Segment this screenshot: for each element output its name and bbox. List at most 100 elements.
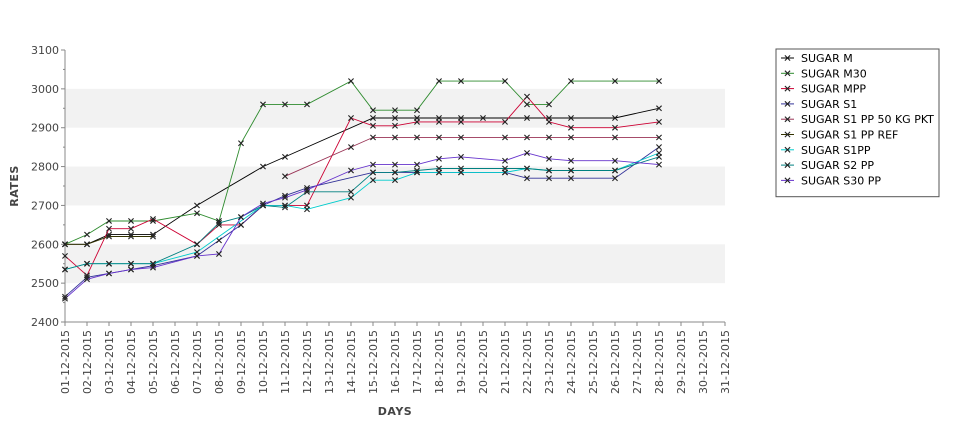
data-point (216, 251, 222, 257)
data-point (260, 202, 266, 209)
data-point (502, 157, 508, 164)
data-point (568, 115, 574, 121)
legend-item: SUGAR S30 PP (781, 174, 881, 187)
y-tick-label: 3000 (31, 83, 59, 96)
x-tick-label: 02-12-2015 (81, 330, 94, 394)
data-point (370, 134, 376, 141)
legend-label: SUGAR S2 PP (801, 159, 874, 172)
x-tick-label: 04-12-2015 (125, 330, 138, 394)
series-line (64, 146, 660, 298)
data-point (128, 233, 134, 240)
x-tick-label: 11-12-2015 (279, 330, 292, 394)
data-point (370, 169, 376, 176)
x-tick-label: 03-12-2015 (103, 330, 116, 394)
x-tick-label: 05-12-2015 (147, 330, 160, 394)
data-point (150, 233, 156, 240)
legend-label: SUGAR M (801, 52, 853, 65)
data-point (392, 107, 398, 114)
data-point (784, 177, 791, 184)
x-tick-label: 10-12-2015 (257, 330, 270, 394)
data-point (84, 241, 90, 248)
data-point (260, 163, 266, 170)
legend-item: SUGAR MPP (781, 83, 866, 96)
grid-band (65, 88, 725, 128)
data-point (502, 78, 508, 85)
series-sugar-s2-pp (62, 153, 662, 273)
data-point (612, 78, 618, 85)
y-tick-label: 2700 (31, 199, 59, 212)
data-point (436, 78, 442, 85)
data-point (62, 293, 68, 300)
data-point (784, 162, 791, 169)
data-point (784, 70, 791, 77)
data-point (392, 115, 398, 121)
data-point (568, 134, 574, 141)
data-point (656, 161, 662, 168)
data-point (458, 118, 464, 125)
x-axis: 01-12-2015 02-12-2015 03-12-2015 04-12-2015… (59, 321, 732, 394)
data-point (282, 173, 288, 180)
x-tick-label: 30-12-2015 (697, 330, 710, 394)
legend-label: SUGAR MPP (801, 83, 866, 96)
data-point (524, 165, 530, 172)
data-point (414, 167, 420, 174)
data-point (216, 219, 222, 226)
data-point (392, 161, 398, 168)
data-point (436, 134, 442, 141)
data-point (612, 134, 618, 141)
data-point (784, 146, 791, 153)
data-point (348, 167, 354, 174)
legend: SUGAR M SUGAR M30 SUGAR MPP SUGAR S1 SUGAR S… (775, 48, 940, 198)
data-point (502, 118, 508, 125)
data-point (348, 115, 354, 121)
data-point (784, 100, 791, 107)
data-point (546, 155, 552, 162)
x-tick-label: 07-12-2015 (191, 330, 204, 394)
data-point (194, 202, 200, 209)
data-point (656, 118, 662, 125)
data-point (458, 153, 464, 160)
data-point (392, 169, 398, 176)
data-point (62, 295, 68, 302)
data-point (436, 118, 442, 125)
data-point (568, 124, 574, 131)
data-point (436, 165, 442, 172)
data-point (370, 177, 376, 184)
data-point (282, 101, 288, 108)
data-point (392, 177, 398, 184)
legend-label: SUGAR S1 PP REF (801, 129, 898, 142)
legend-label: SUGAR M30 (801, 67, 867, 80)
data-point (260, 200, 266, 207)
data-point (502, 134, 508, 141)
x-tick-label: 24-12-2015 (565, 330, 578, 394)
data-point (546, 101, 552, 108)
data-point (128, 266, 134, 273)
data-point (348, 144, 354, 151)
data-point (414, 107, 420, 114)
data-point (568, 78, 574, 85)
series-layer (62, 78, 662, 302)
data-point (612, 167, 618, 174)
data-point (282, 194, 288, 201)
data-point (304, 101, 310, 108)
x-tick-label: 29-12-2015 (675, 330, 688, 394)
data-point (370, 122, 376, 129)
data-point (106, 225, 112, 232)
data-point (216, 237, 222, 244)
y-axis-title: RATES (8, 165, 21, 207)
x-tick-label: 13-12-2015 (323, 330, 336, 394)
data-point (656, 134, 662, 141)
series-sugar-s1-pp-ref (62, 233, 156, 248)
x-tick-label: 01-12-2015 (59, 330, 72, 394)
data-point (656, 105, 662, 112)
data-point (612, 157, 618, 164)
data-point (502, 165, 508, 172)
x-tick-label: 09-12-2015 (235, 330, 248, 394)
x-tick-label: 20-12-2015 (477, 330, 490, 394)
data-point (784, 131, 791, 138)
data-point (524, 115, 530, 121)
data-point (568, 175, 574, 182)
data-point (304, 206, 310, 213)
x-tick-label: 21-12-2015 (499, 330, 512, 394)
